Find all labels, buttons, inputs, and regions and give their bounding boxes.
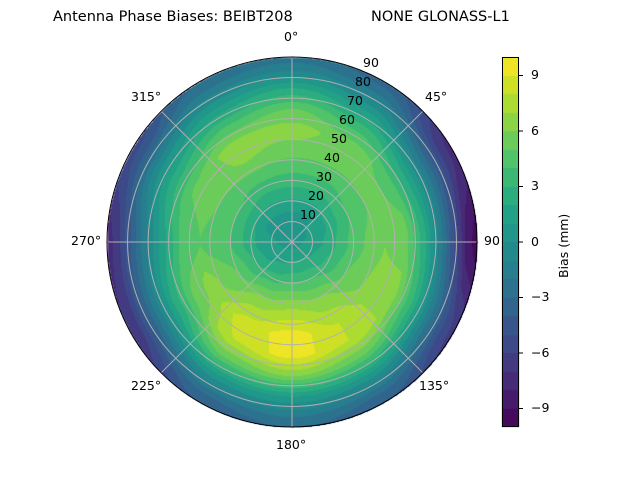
radial-label-30: 30: [316, 169, 332, 184]
colorbar-tick-3: 3: [531, 178, 539, 193]
radial-label-80: 80: [355, 74, 371, 89]
colorbar-axis-label: Bias (mm): [556, 213, 571, 278]
azimuth-gridline: [160, 241, 293, 374]
colorbar-tick-6: 6: [531, 123, 539, 138]
azimuth-label-315: 315°: [131, 89, 162, 104]
colorbar-tick-neg6: −6: [531, 345, 550, 360]
azimuth-gridline: [291, 110, 424, 243]
radial-label-20: 20: [308, 188, 324, 203]
radial-label-70: 70: [347, 93, 363, 108]
radial-label-60: 60: [339, 112, 355, 127]
azimuth-label-225: 225°: [131, 378, 162, 393]
azimuth-label-270: 270°: [71, 233, 102, 248]
colorbar-frame: [502, 57, 519, 427]
colorbar-tick-neg9: −9: [531, 400, 550, 415]
azimuth-gridline: [160, 110, 293, 243]
radial-label-10: 10: [300, 207, 316, 222]
azimuth-label-0: 0°: [284, 29, 299, 44]
azimuth-label-180: 180°: [276, 437, 307, 452]
colorbar-tick-neg3: −3: [531, 289, 550, 304]
azimuth-gridline: [291, 241, 424, 374]
radial-label-50: 50: [331, 131, 347, 146]
radial-label-90: 90: [363, 55, 379, 70]
azimuth-label-45: 45°: [425, 89, 448, 104]
colorbar-tick-0: 0: [531, 234, 539, 249]
radial-label-40: 40: [324, 150, 340, 165]
colorbar-tick-9: 9: [531, 67, 539, 82]
azimuth-label-135: 135°: [419, 378, 450, 393]
azimuth-label-90: 90: [484, 233, 500, 248]
polar-axis-outline: [106, 56, 478, 428]
